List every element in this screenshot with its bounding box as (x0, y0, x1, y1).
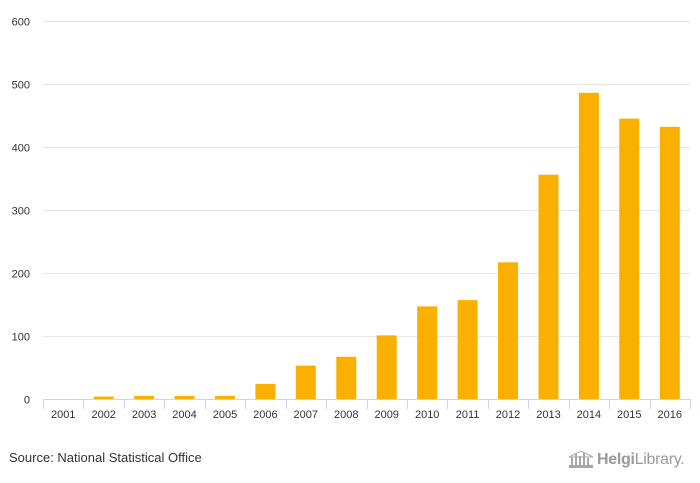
x-tick-label: 2004 (172, 409, 196, 421)
logo-suffix: Library. (634, 451, 685, 468)
bar-2014 (578, 92, 599, 400)
x-tick-label: 2010 (415, 409, 439, 421)
x-tick-label: 2014 (577, 409, 601, 421)
bar-2010 (417, 306, 438, 399)
library-building-icon (568, 450, 594, 468)
x-tick-label: 2013 (536, 409, 560, 421)
x-tick-label: 2009 (374, 409, 398, 421)
y-tick-label: 300 (12, 206, 30, 218)
x-tick-label: 2008 (334, 409, 358, 421)
y-tick-label: 600 (12, 17, 30, 29)
bar-chart: 0 100 200 300 400 500 600 2001 2002 2003 2004 2005… (12, 17, 691, 421)
bar-2015 (619, 118, 640, 399)
bar-2004 (174, 395, 195, 399)
bar-2006 (255, 383, 276, 399)
x-tick-label: 2011 (456, 409, 480, 421)
x-tick-label: 2003 (132, 409, 156, 421)
y-tick-label: 500 (12, 80, 30, 92)
bar-2009 (376, 335, 397, 399)
bars (93, 92, 680, 400)
x-tick-label: 2007 (294, 409, 318, 421)
logo-text: HelgiLibrary. (597, 451, 685, 469)
x-tick-label: 2001 (51, 409, 75, 421)
y-tick-label: 0 (24, 395, 30, 407)
logo-name: Helgi (597, 451, 635, 468)
y-tick-label: 400 (12, 143, 30, 155)
x-axis-ticks: 2001 2002 2003 2004 2005 2006 2007 2008 2009 2010… (51, 409, 682, 421)
x-axis (43, 399, 691, 409)
x-tick-label: 2015 (617, 409, 641, 421)
y-tick-label: 200 (12, 269, 30, 281)
bar-2005 (215, 395, 235, 399)
bar-2002 (93, 396, 114, 399)
helgi-library-logo: HelgiLibrary. (568, 448, 685, 472)
y-axis-ticks: 0 100 200 300 400 500 600 (12, 17, 30, 407)
y-tick-label: 100 (12, 332, 30, 344)
bar-2013 (538, 174, 559, 399)
x-tick-label: 2005 (213, 409, 237, 421)
x-tick-label: 2016 (658, 409, 682, 421)
x-tick-label: 2002 (91, 409, 115, 421)
bar-2008 (336, 356, 357, 399)
x-tick-label: 2012 (496, 409, 520, 421)
x-tick-label: 2006 (253, 409, 277, 421)
source-note: Source: National Statistical Office (9, 450, 202, 465)
bar-2003 (134, 395, 155, 399)
bar-2011 (457, 300, 478, 399)
bar-2016 (659, 126, 680, 400)
bar-2012 (498, 262, 518, 399)
bar-2007 (295, 365, 316, 399)
